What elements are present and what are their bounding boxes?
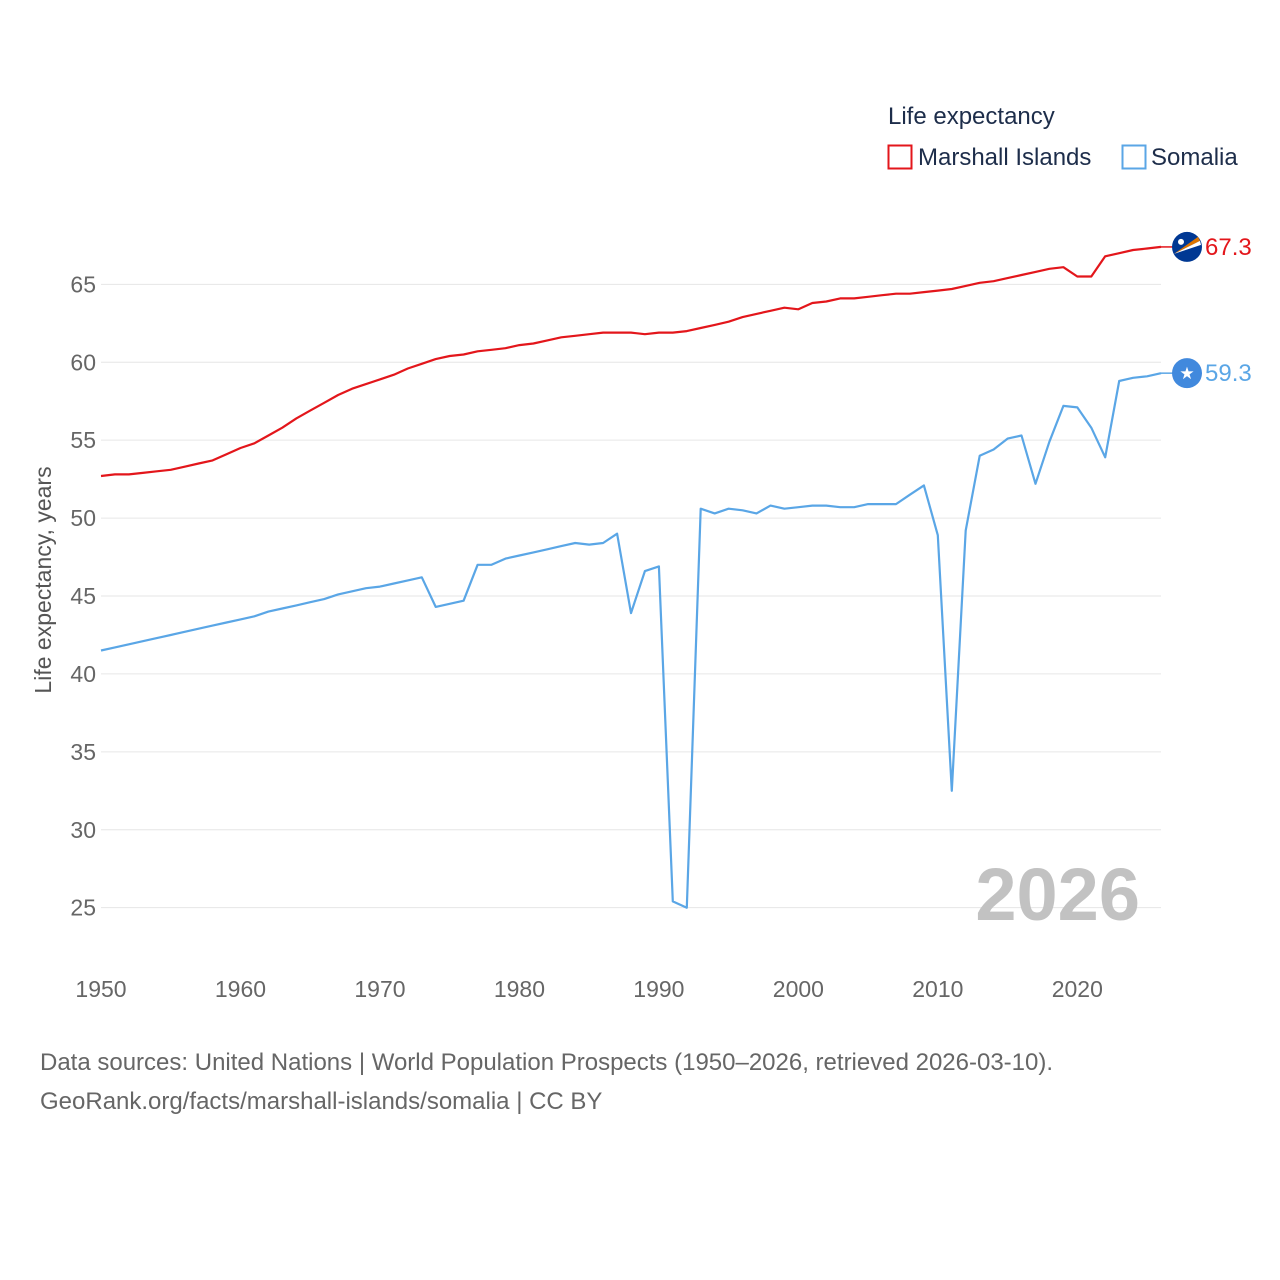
x-tick-label-1950: 1950 — [75, 976, 126, 1002]
legend-label-somalia: Somalia — [1151, 144, 1238, 171]
x-tick-label-1970: 1970 — [354, 976, 405, 1002]
y-axis-label: Life expectancy, years — [30, 466, 56, 693]
x-tick-label-1980: 1980 — [494, 976, 545, 1002]
x-tick-label-1960: 1960 — [215, 976, 266, 1002]
somalia-flag-icon: ★ — [1172, 358, 1202, 389]
legend-item-somalia[interactable]: Somalia — [1121, 144, 1239, 171]
data-sources-text: Data sources: United Nations | World Pop… — [40, 1049, 1054, 1076]
marshall-islands-flag-icon — [1172, 231, 1202, 262]
series-line-marshall-islands[interactable] — [100, 245, 1162, 478]
gridlines — [101, 283, 1161, 909]
y-tick-label-35: 35 — [70, 739, 96, 765]
legend-swatch-somalia — [1121, 144, 1147, 170]
legend-item-marshall-islands[interactable]: Marshall Islands — [887, 144, 1092, 171]
x-tick-label-1990: 1990 — [633, 976, 684, 1002]
footer: Data sources: United Nations | World Pop… — [40, 1043, 1053, 1121]
x-tick-label-2000: 2000 — [773, 976, 824, 1002]
legend-title: Life expectancy — [888, 103, 1055, 130]
end-value-label-somalia: 59.3 — [1205, 360, 1252, 387]
series-lines — [100, 245, 1162, 909]
legend-label-marshall-islands: Marshall Islands — [918, 144, 1091, 171]
legend-swatch-marshall-islands — [887, 144, 913, 170]
legend: Life expectancy Marshall Islands Somalia — [887, 103, 1239, 171]
y-axis-ticks: 25 30 35 40 45 50 55 60 65 — [70, 271, 96, 920]
x-tick-label-2010: 2010 — [912, 976, 963, 1002]
y-tick-label-25: 25 — [70, 895, 96, 921]
y-tick-label-65: 65 — [70, 271, 96, 297]
series-line-somalia[interactable] — [100, 372, 1162, 909]
y-tick-label-30: 30 — [70, 817, 96, 843]
year-watermark: 2026 — [975, 853, 1140, 936]
svg-text:★: ★ — [1179, 364, 1194, 384]
y-tick-label-40: 40 — [70, 661, 96, 687]
y-tick-label-50: 50 — [70, 505, 96, 531]
series-endpoints: 67.3 ★ 59.3 — [1161, 231, 1252, 389]
x-tick-label-2020: 2020 — [1052, 976, 1103, 1002]
y-tick-label-55: 55 — [70, 427, 96, 453]
x-axis-ticks: 1950 1960 1970 1980 1990 2000 2010 2020 — [75, 976, 1102, 1002]
source-url-text: GeoRank.org/facts/marshall-islands/somal… — [40, 1088, 603, 1115]
y-tick-label-60: 60 — [70, 349, 96, 375]
y-tick-label-45: 45 — [70, 583, 96, 609]
end-value-label-marshall-islands: 67.3 — [1205, 234, 1252, 261]
